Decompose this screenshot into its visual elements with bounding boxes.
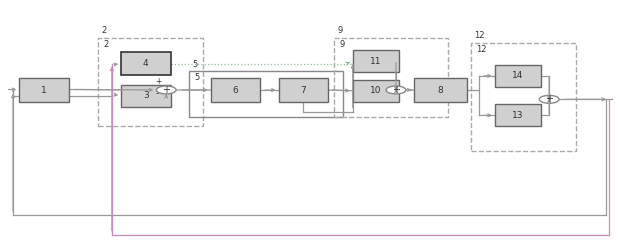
Text: 5: 5 [194,73,199,82]
Bar [495,65,541,87]
Text: 11: 11 [370,57,382,66]
Text: 10: 10 [370,86,382,95]
Text: 5: 5 [192,60,197,68]
Bar [353,80,399,102]
Bar [121,53,171,75]
Text: 13: 13 [512,111,524,120]
Circle shape [539,95,559,103]
Text: 9: 9 [337,26,342,35]
Bar [98,38,203,126]
Text: -: - [155,89,158,98]
Text: +: + [392,85,400,95]
Bar [495,104,541,126]
Bar [334,38,448,117]
Circle shape [386,86,406,94]
Text: +: + [155,77,162,86]
Text: 12: 12 [476,45,487,54]
Bar [415,78,467,102]
Text: 7: 7 [300,86,306,94]
Bar [353,50,399,72]
Text: +: + [545,94,553,104]
Bar [279,78,328,102]
Text: 2: 2 [102,26,106,35]
Text: 8: 8 [438,86,444,94]
Text: 4: 4 [143,59,149,68]
Bar [189,71,344,117]
Text: 14: 14 [513,71,524,80]
Text: 1: 1 [41,86,47,94]
Bar [471,43,576,151]
Text: 12: 12 [474,31,485,40]
Circle shape [157,86,176,94]
Bar [19,78,69,102]
Text: 2: 2 [103,40,108,49]
Text: 6: 6 [233,86,238,94]
Text: +: + [162,85,170,95]
Text: 9: 9 [339,40,344,49]
Bar [121,85,171,107]
Text: 3: 3 [143,91,149,100]
Bar [210,78,260,102]
